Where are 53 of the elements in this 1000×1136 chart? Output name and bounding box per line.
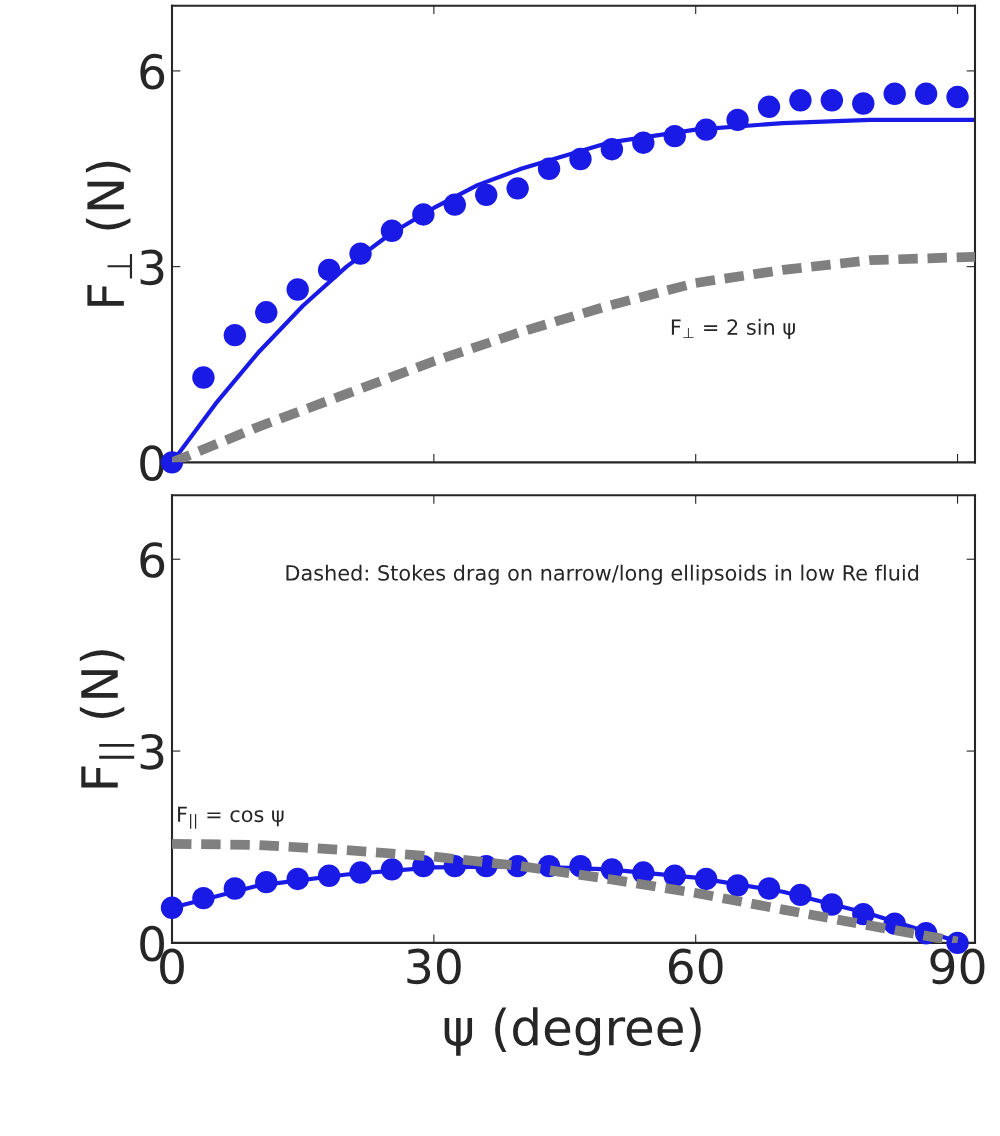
point	[726, 874, 749, 897]
point	[192, 886, 215, 910]
point	[663, 124, 686, 148]
point	[883, 82, 906, 105]
point	[160, 896, 184, 919]
y-tick-label: 6	[140, 53, 165, 90]
point	[632, 131, 655, 154]
y-axis-title: F$_{⊥}$ (N)	[85, 161, 133, 306]
point	[317, 864, 341, 887]
point	[412, 203, 435, 226]
point	[349, 861, 372, 884]
annotation: Dashed: Stokes drag on narrow/long ellipsoids in low Re fluid	[286, 564, 919, 585]
point	[663, 864, 686, 887]
point	[694, 867, 718, 891]
point	[475, 183, 498, 207]
x-tick-label: 90	[930, 948, 985, 985]
point	[317, 258, 341, 282]
point	[286, 867, 309, 891]
point	[380, 219, 404, 242]
y-tick-label: 3	[140, 733, 164, 770]
point	[726, 108, 749, 132]
y-tick-label: 3	[140, 249, 164, 286]
x-tick-label: 60	[668, 948, 723, 985]
point	[192, 366, 215, 389]
point	[757, 877, 781, 900]
point	[349, 242, 372, 265]
x-tick-label: 30	[407, 948, 461, 985]
point	[789, 89, 812, 112]
point	[223, 323, 247, 347]
point	[600, 138, 624, 161]
point	[852, 902, 875, 926]
point	[506, 177, 529, 200]
point	[946, 85, 969, 109]
point	[537, 157, 561, 180]
y-axis-title: F$_{||}$ (N)	[79, 650, 135, 788]
point	[852, 92, 875, 115]
annotation: F$_{||}$ = cos ψ	[178, 806, 284, 829]
point	[223, 877, 247, 900]
point	[914, 82, 938, 105]
point	[789, 883, 812, 907]
annotation: F$_{⊥}$ = 2 sin ψ	[671, 318, 795, 340]
point	[443, 193, 466, 216]
point	[820, 89, 844, 112]
point	[569, 147, 592, 171]
x-axis-title: ψ (degree)	[444, 1007, 701, 1056]
point	[820, 893, 844, 916]
y-tick-label: 6	[140, 542, 165, 578]
point	[694, 118, 718, 141]
point	[255, 870, 278, 894]
point	[757, 95, 781, 118]
point	[380, 858, 404, 881]
point	[255, 301, 278, 324]
point	[286, 278, 309, 301]
